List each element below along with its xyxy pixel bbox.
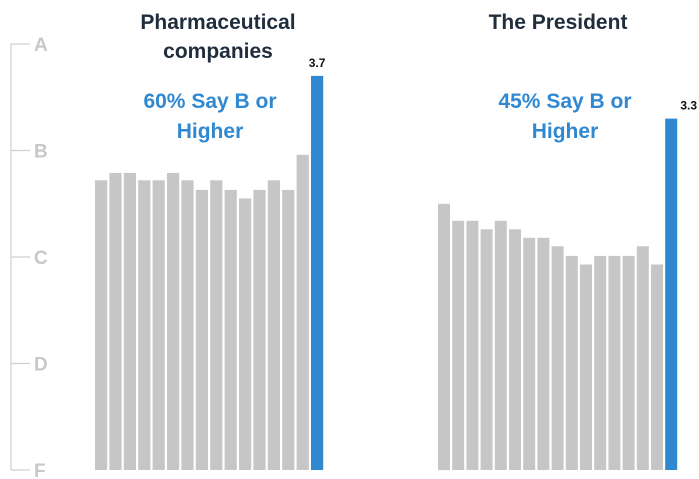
bar [195,189,208,470]
bar [466,220,479,470]
bar [267,180,280,471]
highlight-value-label: 3.3 [680,99,697,113]
bar [109,172,122,470]
bar [152,180,165,471]
bar [438,203,450,471]
bar [95,180,108,471]
bar [224,189,237,470]
bar [138,180,151,471]
highlight-value-label: 3.7 [309,56,326,70]
bar [167,172,180,470]
panel-subtitle: 60% Say B or Higher [143,90,276,143]
bar [594,255,607,470]
bar [636,246,649,470]
highlight-bar [311,75,324,471]
grade-tick-label: A [34,35,48,56]
grade-tick-label: D [34,355,48,376]
panel-title: The President [489,11,628,34]
grade-tick-label: B [34,142,48,163]
grade-tick-label: C [34,248,48,269]
bar-group [95,75,324,471]
bar-group [438,118,678,471]
bar [565,255,578,470]
grade-tick-label: F [34,461,46,479]
bar [253,189,266,470]
panel-title: Pharmaceutical companies [140,11,295,63]
bar [622,255,635,470]
bar [494,220,507,470]
bar [239,198,252,470]
bar [480,229,493,470]
bar [509,229,521,470]
pharma-panel: Pharmaceutical companies 60% Say B or High… [95,11,326,471]
bar [296,154,309,471]
president-panel: The President 45% Say B or Higher 3.3 [438,11,697,471]
panel-subtitle: 45% Say B or Higher [498,90,631,143]
bar [123,172,136,470]
highlight-bar [665,118,678,470]
bar [282,189,295,470]
bar [551,246,564,470]
bar [580,264,592,470]
bar [181,180,194,471]
bar [452,220,465,470]
bar [651,264,663,470]
bar [523,237,536,470]
bar [608,255,621,470]
grade-axis: A B C D F [10,35,48,479]
bar [537,237,550,470]
bar [210,180,223,471]
